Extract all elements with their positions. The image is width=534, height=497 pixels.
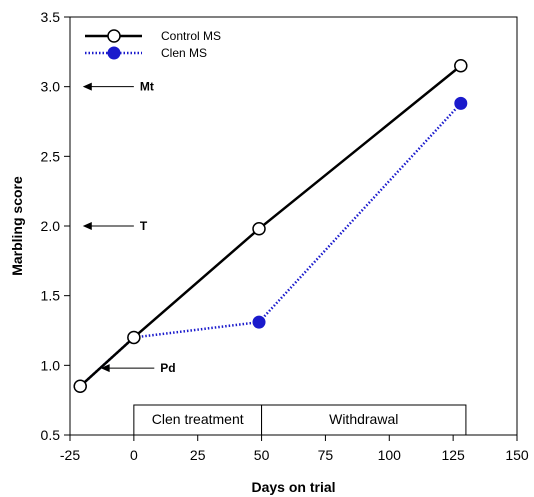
data-point-clen: [454, 96, 468, 110]
legend-label-clen: Clen MS: [161, 46, 207, 60]
period-box: [133, 404, 263, 436]
data-point-clen: [252, 315, 266, 329]
annotations: Mt T Pd: [82, 80, 176, 375]
y-tick-label: 2.5: [41, 148, 61, 164]
annotation-arrowhead-mt: [82, 82, 92, 91]
x-axis: -25 0 25 50 75 100 125 150: [60, 435, 529, 463]
legend-label-control: Control MS: [161, 29, 221, 43]
x-tick-label: 25: [190, 447, 206, 463]
data-point-control: [252, 222, 266, 236]
y-axis: 0.5 1.0 1.5 2.0 2.5 3.0 3.5: [41, 9, 70, 443]
x-tick-label: 75: [318, 447, 334, 463]
legend-marker-control: [107, 29, 121, 43]
y-tick-label: 3.5: [41, 9, 61, 25]
annotation-label-pd: Pd: [160, 361, 175, 375]
series-line-clen: [79, 102, 462, 388]
x-axis-title: Days on trial: [251, 479, 335, 495]
x-tick-label: 0: [130, 447, 138, 463]
y-tick-label: 1.0: [41, 357, 61, 373]
y-tick-label: 2.0: [41, 218, 61, 234]
x-tick-label: 100: [378, 447, 402, 463]
y-tick-label: 1.5: [41, 288, 61, 304]
annotation-label-mt: Mt: [140, 80, 154, 94]
legend: Control MS Clen MS: [85, 29, 221, 60]
x-tick-label: 125: [441, 447, 465, 463]
period-boxes: Clen treatment Withdrawal: [133, 404, 467, 436]
period-label: Clen treatment: [152, 411, 244, 427]
x-tick-label: 50: [254, 447, 270, 463]
x-tick-label: -25: [60, 447, 80, 463]
annotation-arrowhead-t: [82, 222, 92, 230]
y-tick-label: 3.0: [41, 79, 61, 95]
annotation-label-t: T: [140, 219, 148, 233]
legend-marker-clen: [107, 46, 121, 60]
x-tick-label: 150: [505, 447, 529, 463]
annotation-arrowhead-pd: [100, 364, 110, 373]
series-layer: [73, 59, 468, 393]
period-label: Withdrawal: [329, 411, 398, 427]
data-point-control: [73, 379, 87, 393]
period-box: [261, 404, 467, 436]
plot-frame: [69, 16, 518, 436]
data-point-control: [454, 59, 468, 73]
series-line-control: [79, 64, 462, 388]
y-tick-label: 0.5: [41, 427, 61, 443]
y-axis-title: Marbling score: [9, 176, 25, 276]
data-point-control: [127, 330, 141, 345]
